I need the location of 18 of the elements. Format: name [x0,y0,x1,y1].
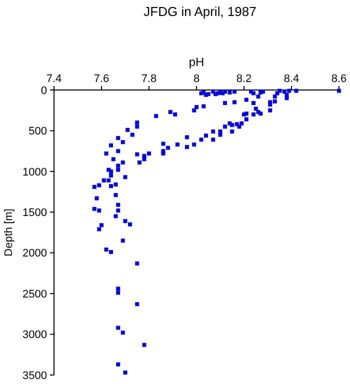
x-axis-title: pH [188,55,204,69]
y-tick-label: 500 [28,126,47,138]
y-tick-label: 0 [40,84,47,97]
x-tick-label: 7.6 [94,73,110,85]
y-tick-label: 2500 [22,288,47,300]
x-tick-label: 8.4 [284,73,300,85]
y-tick-label: 3000 [22,329,47,342]
y-tick-label: 2000 [22,248,47,260]
chart-title: JFDG in April, 1987 [144,4,256,19]
x-tick-label: 7.8 [141,73,157,85]
y-tick-label: 3500 [22,370,47,382]
x-tick-label: 8.2 [236,73,252,85]
y-tick-label: 1500 [22,206,47,219]
y-tick-label: 1000 [22,166,47,178]
y-axis-title: Depth [m] [3,208,15,256]
x-tick-label: 7.4 [46,73,62,85]
x-tick-label: 8 [193,73,200,85]
x-tick-label: 8.6 [331,73,347,85]
